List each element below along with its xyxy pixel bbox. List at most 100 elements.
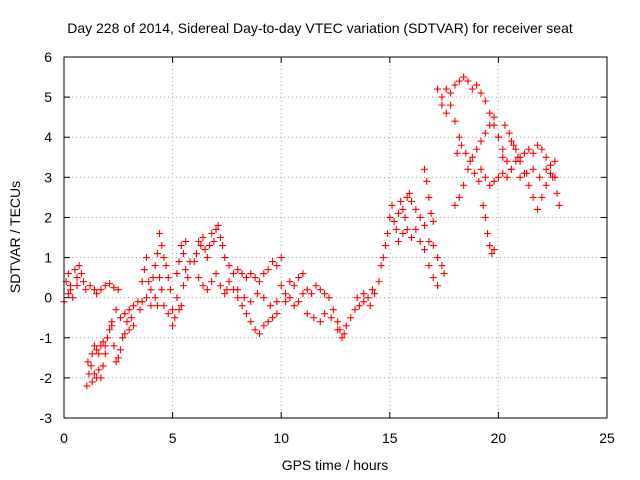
data-point: [516, 173, 524, 181]
x-tick-label: 20: [491, 430, 507, 446]
data-point: [371, 290, 379, 298]
data-point: [229, 270, 237, 278]
data-point: [403, 225, 411, 233]
data-point: [421, 165, 429, 173]
data-point: [538, 145, 546, 153]
data-point: [199, 234, 207, 241]
data-point: [525, 181, 533, 189]
y-tick-label: 2: [44, 209, 52, 225]
data-point: [106, 280, 114, 288]
data-point: [273, 262, 281, 270]
data-point: [447, 101, 455, 109]
x-axis-label: GPS time / hours: [282, 457, 389, 473]
data-point: [77, 270, 85, 278]
data-point: [253, 290, 261, 298]
data-point: [405, 189, 413, 197]
data-point: [95, 366, 103, 374]
data-point: [269, 314, 277, 322]
data-point: [442, 85, 450, 93]
data-point: [290, 302, 298, 310]
data-point: [360, 298, 368, 306]
data-point: [507, 137, 515, 145]
data-point: [247, 298, 255, 306]
data-point: [533, 205, 541, 213]
y-tick-label: -2: [40, 370, 53, 386]
data-point: [110, 284, 118, 292]
data-point: [125, 326, 133, 334]
data-point: [510, 141, 518, 149]
data-point: [160, 254, 168, 262]
data-point: [169, 322, 177, 330]
data-point: [321, 290, 329, 298]
data-point: [219, 242, 227, 250]
data-point: [551, 157, 559, 165]
data-point: [538, 193, 546, 201]
data-point: [138, 298, 146, 306]
data-point: [416, 213, 424, 221]
data-point: [273, 310, 281, 318]
data-point: [381, 242, 389, 250]
x-tick-label: 15: [382, 430, 398, 446]
data-point: [473, 81, 481, 89]
data-point: [342, 322, 350, 330]
data-point: [295, 274, 303, 282]
data-point: [106, 326, 114, 334]
data-point: [238, 270, 246, 278]
data-point: [334, 326, 342, 334]
data-point: [80, 278, 88, 286]
data-point: [143, 254, 151, 262]
data-point: [542, 181, 550, 189]
data-point: [455, 193, 463, 201]
data-point: [499, 169, 507, 177]
data-point: [351, 306, 359, 314]
data-point: [542, 165, 550, 173]
data-point: [488, 250, 496, 258]
data-point: [90, 342, 98, 350]
data-point: [425, 193, 433, 201]
data-point: [127, 314, 135, 322]
data-points: [60, 73, 563, 390]
data-point: [112, 358, 120, 366]
data-point: [240, 294, 248, 302]
data-point: [260, 322, 268, 330]
data-point: [90, 370, 98, 378]
data-point: [536, 173, 544, 181]
data-point: [303, 286, 311, 294]
data-point: [221, 254, 229, 262]
data-point: [423, 177, 431, 185]
data-point: [486, 181, 494, 189]
data-point: [440, 270, 448, 278]
data-point: [95, 350, 103, 358]
data-point: [364, 294, 372, 302]
data-point: [303, 310, 311, 318]
data-point: [121, 330, 129, 338]
data-point: [486, 242, 494, 250]
data-point: [208, 278, 216, 286]
data-point: [238, 302, 246, 310]
data-point: [525, 145, 533, 153]
data-point: [82, 286, 90, 294]
data-point: [97, 374, 105, 382]
data-point: [153, 250, 161, 258]
data-point: [479, 201, 487, 209]
data-point: [360, 290, 368, 298]
data-point: [453, 149, 461, 157]
data-point: [282, 298, 290, 306]
data-point: [438, 262, 446, 270]
data-point: [171, 314, 179, 322]
data-point: [553, 189, 561, 197]
data-point: [447, 89, 455, 97]
y-tick-label: 0: [44, 290, 52, 306]
data-point: [481, 129, 489, 137]
data-point: [87, 362, 95, 370]
data-point: [116, 314, 124, 322]
data-point: [425, 238, 433, 246]
data-point: [282, 290, 290, 298]
data-point: [83, 382, 91, 390]
data-point: [555, 201, 563, 209]
data-point: [421, 246, 429, 254]
data-point: [503, 173, 511, 181]
data-point: [368, 286, 376, 294]
data-point: [192, 250, 200, 258]
data-point: [455, 133, 463, 141]
